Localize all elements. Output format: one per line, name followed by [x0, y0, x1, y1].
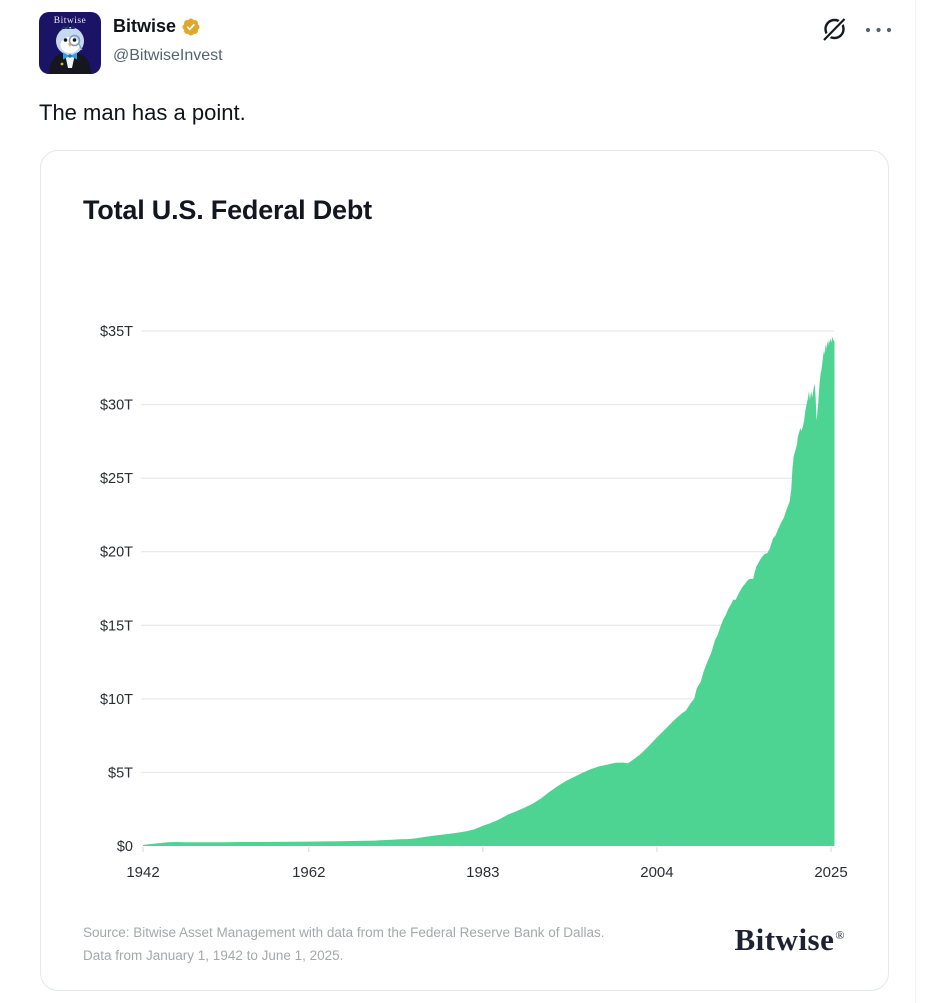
y-axis-label: $15T — [100, 618, 133, 634]
penguin-avatar-icon — [49, 24, 91, 74]
more-options-icon[interactable] — [864, 26, 894, 34]
x-axis-label: 1942 — [126, 864, 159, 881]
avatar[interactable]: Bitwise — [39, 12, 101, 74]
y-axis-label: $30T — [100, 398, 133, 414]
chart-source: Source: Bitwise Asset Management with da… — [83, 921, 605, 967]
column-divider — [915, 0, 916, 1003]
avatar-brand-text: Bitwise — [53, 16, 87, 26]
y-axis-label: $0 — [117, 839, 133, 855]
x-axis-label: 1983 — [466, 864, 499, 881]
bitwise-logo-text: Bitwise — [734, 922, 835, 957]
debt-area-chart: $35T $30T $25T $20T $15T $10T $5T $0 1942 1962 198… — [100, 324, 848, 881]
bitwise-logo: Bitwise® — [734, 922, 845, 958]
y-axis-label: $5T — [108, 765, 133, 781]
chart-source-line1: Source: Bitwise Asset Management with da… — [83, 925, 605, 940]
chart-card[interactable]: $35T $30T $25T $20T $15T $10T $5T $0 1942 1962 198… — [40, 150, 889, 991]
chart-title: Total U.S. Federal Debt — [83, 195, 372, 225]
author-row: Bitwise — [113, 16, 201, 37]
verified-badge-icon — [182, 17, 200, 36]
registered-mark: ® — [835, 927, 845, 942]
y-axis-label: $35T — [100, 324, 133, 340]
y-axis-label: $10T — [100, 692, 133, 708]
x-axis-label: 2025 — [814, 864, 847, 881]
x-axis-label: 1962 — [292, 864, 325, 881]
debt-area-series — [143, 336, 835, 846]
x-axis-label: 2004 — [640, 864, 673, 881]
y-axis-label: $20T — [100, 545, 133, 561]
author-handle[interactable]: @BitwiseInvest — [113, 47, 223, 64]
grok-icon[interactable] — [821, 16, 848, 43]
tweet-text: The man has a point. — [39, 100, 246, 125]
chart-source-line2: Data from January 1, 1942 to June 1, 202… — [83, 948, 344, 963]
author-name[interactable]: Bitwise — [113, 16, 177, 36]
y-axis-label: $25T — [100, 471, 133, 487]
tweet-header-actions — [821, 16, 894, 43]
